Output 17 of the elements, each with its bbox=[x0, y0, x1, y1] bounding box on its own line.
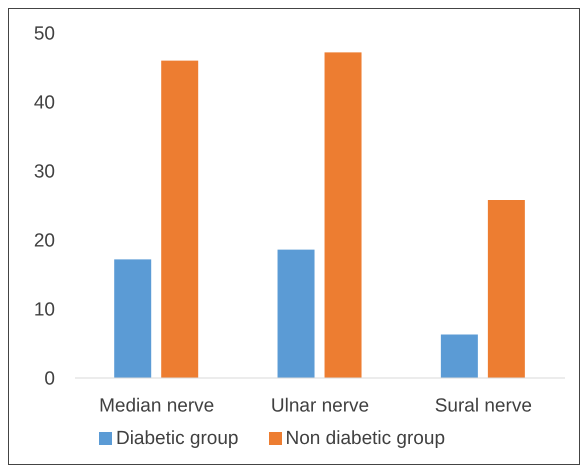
bar bbox=[278, 250, 315, 378]
x-tick-label: Ulnar nerve bbox=[270, 395, 370, 416]
y-tick-label: 10 bbox=[34, 300, 55, 321]
y-tick-label: 50 bbox=[34, 24, 55, 45]
y-tick-label: 0 bbox=[44, 368, 55, 390]
bar bbox=[488, 200, 525, 378]
x-tick-label: Median nerve bbox=[99, 395, 214, 416]
legend-label: Diabetic group bbox=[116, 428, 239, 449]
y-tick-label: 40 bbox=[34, 92, 55, 114]
legend-label: Non diabetic group bbox=[286, 428, 446, 449]
x-tick-label: Sural nerve bbox=[434, 395, 532, 416]
bar bbox=[440, 334, 478, 378]
bar bbox=[114, 259, 152, 378]
y-tick-label: 20 bbox=[34, 230, 55, 252]
y-tick-label: 30 bbox=[34, 162, 55, 183]
bar bbox=[161, 60, 198, 378]
bar bbox=[324, 52, 362, 378]
